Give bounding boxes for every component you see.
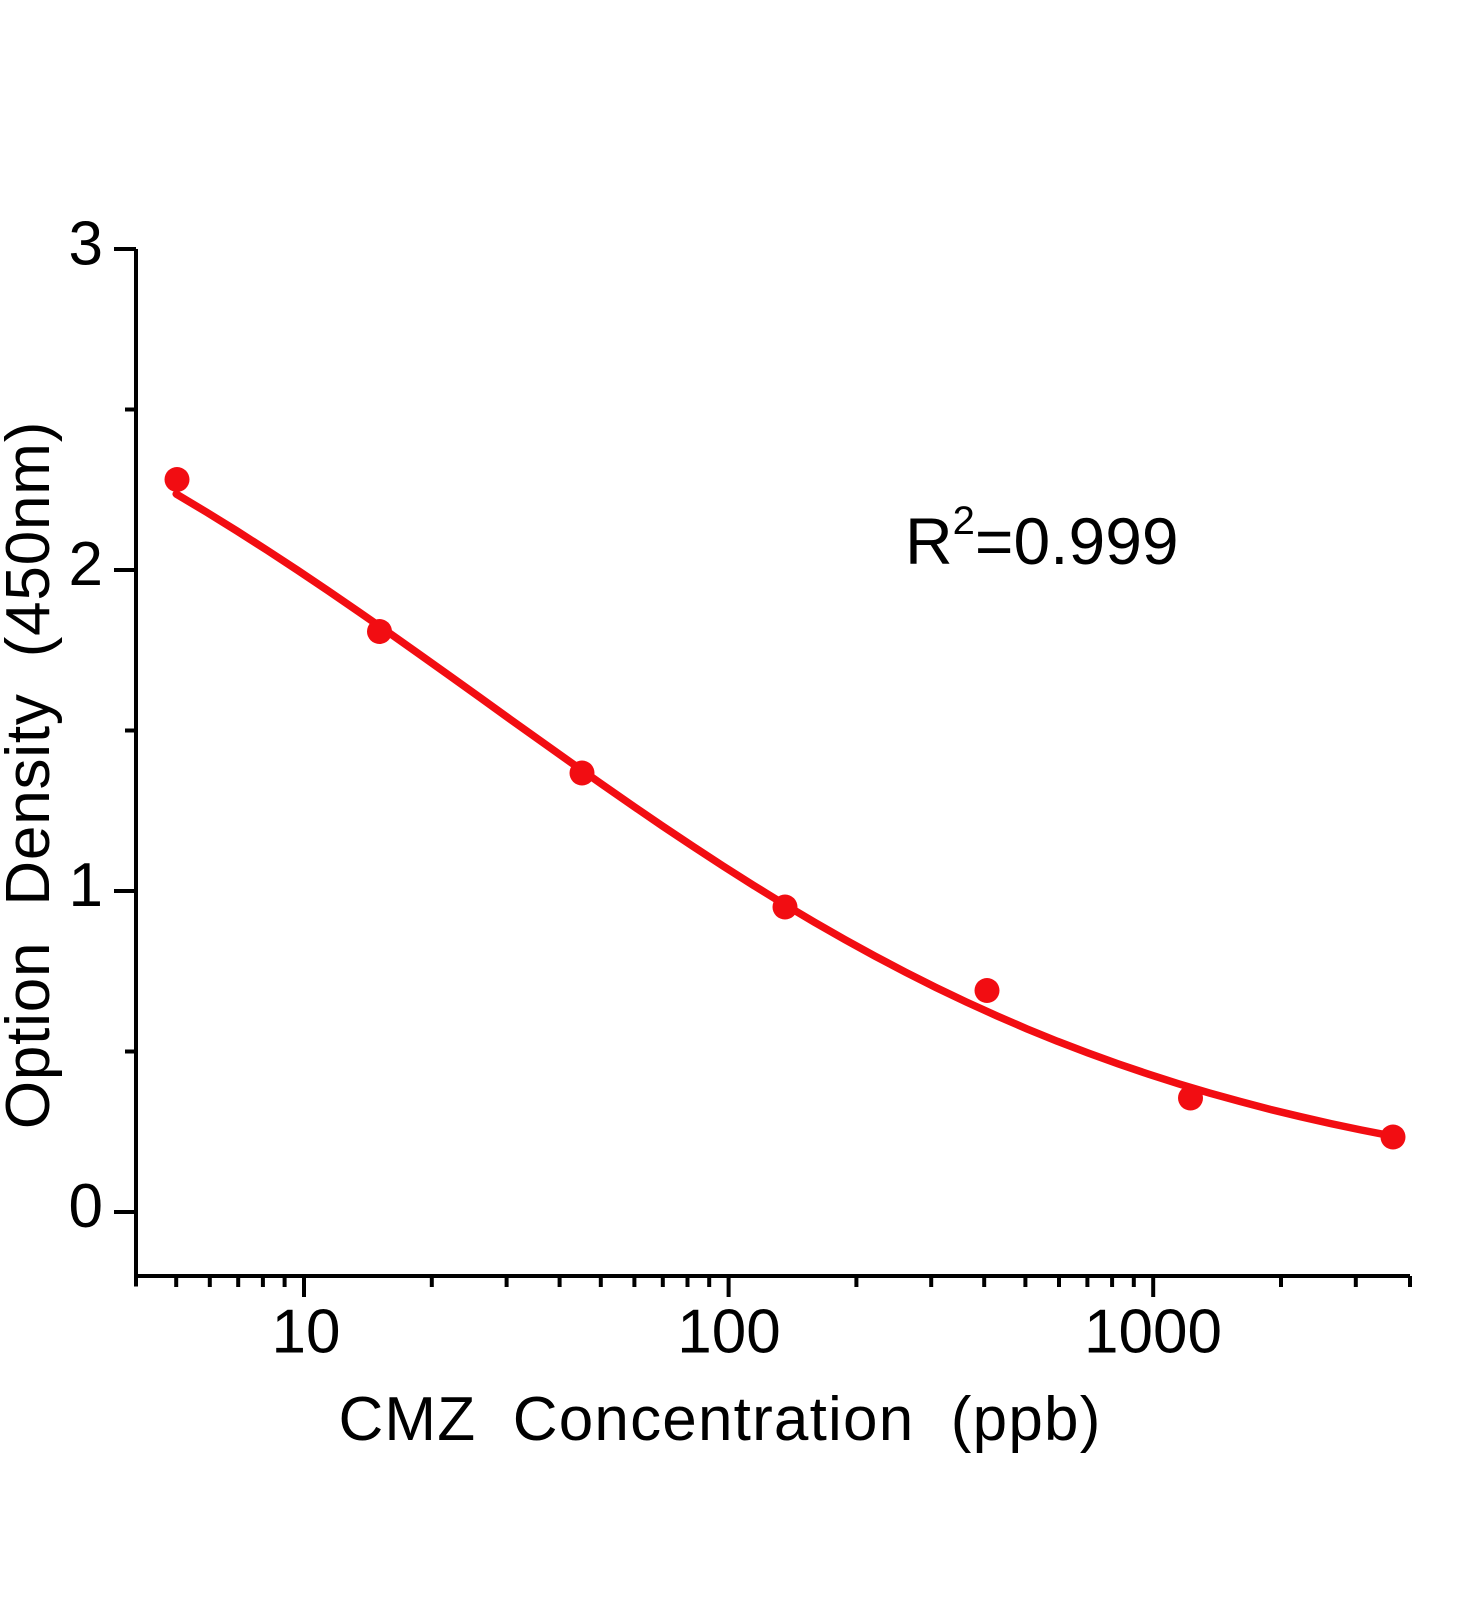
svg-text:CMZ Concentration (ppb): CMZ Concentration (ppb) — [338, 1385, 1101, 1454]
svg-text:R2=0.999: R2=0.999 — [905, 499, 1179, 578]
svg-text:2: 2 — [69, 530, 103, 599]
svg-text:1000: 1000 — [1084, 1298, 1222, 1367]
svg-text:Option Density (450nm): Option Density (450nm) — [0, 421, 63, 1129]
svg-text:3: 3 — [69, 210, 103, 279]
svg-text:10: 10 — [272, 1298, 341, 1367]
svg-text:1: 1 — [69, 851, 103, 920]
svg-text:100: 100 — [677, 1298, 780, 1367]
svg-text:0: 0 — [69, 1172, 103, 1241]
